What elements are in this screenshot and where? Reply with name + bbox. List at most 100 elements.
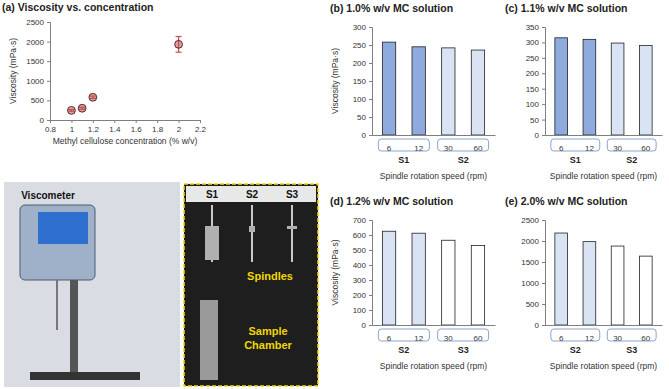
- group-label: S2: [626, 155, 637, 165]
- tick-mark: [71, 120, 72, 123]
- spindle-name: S1: [206, 189, 219, 200]
- x-axis-title: Methyl cellulose concentration (% w/v): [53, 136, 198, 146]
- tick-mark: [369, 27, 372, 28]
- tick-label: 250: [526, 54, 540, 63]
- tick-mark: [369, 220, 372, 221]
- tick: 100: [526, 100, 545, 109]
- tick-label: 300: [353, 276, 367, 285]
- y-axis: 05001000150020002500: [521, 216, 545, 330]
- tick-label: 300: [526, 38, 540, 47]
- tick: 500: [353, 246, 372, 255]
- tick-label: 50: [357, 113, 366, 122]
- point: [78, 104, 86, 112]
- tick-label: 1000: [521, 279, 539, 288]
- tick-mark: [369, 265, 372, 266]
- tick: 1500: [26, 57, 50, 66]
- spindle-name: S2: [246, 189, 259, 200]
- tick-mark: [47, 22, 50, 23]
- tick-label: 2000: [521, 237, 539, 246]
- tick-label: 200: [353, 291, 367, 300]
- tick: 0: [362, 131, 372, 140]
- tick-mark: [369, 81, 372, 82]
- tick: 1: [70, 120, 75, 134]
- point: [68, 106, 76, 114]
- y-axis-line: [542, 221, 546, 326]
- group-label: S1: [398, 155, 409, 165]
- panel: 0.811.21.41.61.822.205001000150020002500…: [2, 1, 207, 146]
- tick-label: 1.4: [109, 125, 121, 134]
- error-bar-line: [176, 36, 182, 37]
- point: [175, 40, 183, 48]
- group-label: S2: [570, 345, 581, 355]
- group-box: [551, 329, 600, 341]
- group-label: S2: [458, 155, 469, 165]
- sample-chamber: [200, 300, 218, 380]
- x-axis-title: Spindle rotation speed (rpm): [550, 361, 657, 371]
- group-label: S2: [398, 345, 409, 355]
- bar: [555, 233, 568, 325]
- tick-label: 200: [526, 69, 540, 78]
- tick: 1.8: [152, 120, 164, 134]
- tick: 100: [353, 306, 372, 315]
- tick-label: 0: [362, 131, 367, 140]
- x-axis-line: [373, 135, 496, 136]
- chart-title: (d) 1.2% w/v MC solution: [330, 195, 453, 207]
- tick-label: 1.6: [131, 125, 143, 134]
- panel: 050010001500200025006123060S2S3(e) 2.0% …: [505, 195, 663, 371]
- tick: 300: [353, 23, 372, 32]
- tick-label: 400: [353, 261, 367, 270]
- x-axis-line: [51, 121, 201, 124]
- tick-mark: [200, 120, 201, 123]
- tick-label: 0: [535, 321, 540, 330]
- tick-mark: [369, 250, 372, 251]
- plot-marks: [68, 37, 183, 115]
- plot-marks: [382, 231, 484, 325]
- group-box: [438, 139, 489, 151]
- y-axis: 0100200300400500600700: [353, 216, 373, 330]
- tick: 0: [40, 116, 50, 125]
- figure: 0.811.21.41.61.822.205001000150020002500…: [0, 0, 669, 389]
- tick: 500: [526, 300, 545, 309]
- tick-mark: [369, 310, 372, 311]
- tick-label: 1500: [26, 57, 44, 66]
- chart-title: (e) 2.0% w/v MC solution: [505, 195, 628, 207]
- tick: 200: [353, 291, 372, 300]
- panel: 0501001502002503006123060S1S2(b) 1.0% w/…: [330, 2, 496, 181]
- panel: 0501001502002503003506123060S1S2(c) 1.1%…: [505, 2, 663, 181]
- x-axis-title: Spindle rotation speed (rpm): [380, 361, 487, 371]
- x-axis-line: [546, 325, 663, 326]
- tick-label: 200: [353, 59, 367, 68]
- y-axis-title: Viscosity (mPa·s): [330, 239, 340, 305]
- tick: 2000: [26, 38, 50, 47]
- group-box: [607, 139, 656, 151]
- point: [89, 93, 97, 101]
- tick-mark: [114, 120, 115, 123]
- tick: 1000: [521, 279, 545, 288]
- tick-mark: [542, 104, 545, 105]
- tick-mark: [157, 120, 158, 123]
- plot-marks: [555, 233, 652, 325]
- group-label: S3: [626, 345, 637, 355]
- tick: 1.2: [88, 120, 100, 134]
- plot-marks: [555, 38, 652, 135]
- tick-mark: [47, 81, 50, 82]
- y-axis-line: [542, 28, 546, 136]
- y-axis-title: Viscosity (mPa·s): [8, 38, 18, 104]
- x-axis-line: [373, 325, 496, 326]
- tick: 300: [353, 276, 372, 285]
- tick: 0: [535, 321, 545, 330]
- tick-mark: [542, 304, 545, 305]
- tick: 2500: [26, 18, 50, 27]
- x-axis-title: Spindle rotation speed (rpm): [550, 171, 657, 181]
- tick-label: 150: [526, 85, 540, 94]
- tick-label: 500: [353, 246, 367, 255]
- group-label: S1: [570, 155, 581, 165]
- tick: 150: [526, 85, 545, 94]
- y-axis-line: [369, 221, 373, 326]
- spindle-rod: [251, 205, 253, 262]
- tick-label: 350: [526, 23, 540, 32]
- tick-label: 500: [31, 96, 45, 105]
- tick: 0.8: [45, 120, 57, 134]
- tick-mark: [369, 117, 372, 118]
- tick-mark: [542, 325, 545, 326]
